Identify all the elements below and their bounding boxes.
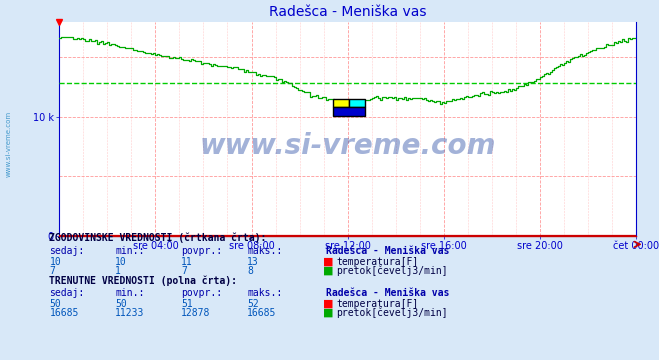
Text: temperatura[F]: temperatura[F] <box>336 257 418 267</box>
Text: 50: 50 <box>115 299 127 309</box>
Text: povpr.:: povpr.: <box>181 246 222 256</box>
Text: 16685: 16685 <box>49 308 79 318</box>
Text: 10: 10 <box>115 257 127 267</box>
Text: 11233: 11233 <box>115 308 145 318</box>
Text: sedaj:: sedaj: <box>49 288 84 298</box>
Text: Radešca - Meniška vas: Radešca - Meniška vas <box>326 246 449 256</box>
Title: Radešca - Meniška vas: Radešca - Meniška vas <box>269 5 426 19</box>
FancyBboxPatch shape <box>333 107 366 116</box>
Text: 7: 7 <box>181 266 187 276</box>
Text: www.si-vreme.com: www.si-vreme.com <box>200 132 496 160</box>
FancyBboxPatch shape <box>349 99 366 107</box>
Text: 10: 10 <box>49 257 61 267</box>
Text: ■: ■ <box>323 299 333 309</box>
Text: www.si-vreme.com: www.si-vreme.com <box>5 111 11 177</box>
Text: 11: 11 <box>181 257 193 267</box>
Text: 51: 51 <box>181 299 193 309</box>
Text: TRENUTNE VREDNOSTI (polna črta):: TRENUTNE VREDNOSTI (polna črta): <box>49 276 237 287</box>
Text: pretok[čevelj3/min]: pretok[čevelj3/min] <box>336 265 447 276</box>
Text: ■: ■ <box>323 266 333 276</box>
FancyBboxPatch shape <box>333 99 349 107</box>
Text: ZGODOVINSKE VREDNOSTI (črtkana črta):: ZGODOVINSKE VREDNOSTI (črtkana črta): <box>49 233 267 243</box>
Text: maks.:: maks.: <box>247 246 282 256</box>
Text: maks.:: maks.: <box>247 288 282 298</box>
Text: pretok[čevelj3/min]: pretok[čevelj3/min] <box>336 307 447 318</box>
Text: 12878: 12878 <box>181 308 211 318</box>
Text: sedaj:: sedaj: <box>49 246 84 256</box>
Text: Radešca - Meniška vas: Radešca - Meniška vas <box>326 288 449 298</box>
Text: 13: 13 <box>247 257 259 267</box>
Text: 52: 52 <box>247 299 259 309</box>
Text: 50: 50 <box>49 299 61 309</box>
Text: temperatura[F]: temperatura[F] <box>336 299 418 309</box>
Text: ■: ■ <box>323 257 333 267</box>
Text: 16685: 16685 <box>247 308 277 318</box>
Text: 8: 8 <box>247 266 253 276</box>
Text: 7: 7 <box>49 266 55 276</box>
Text: 1: 1 <box>115 266 121 276</box>
Text: povpr.:: povpr.: <box>181 288 222 298</box>
Text: min.:: min.: <box>115 288 145 298</box>
Text: min.:: min.: <box>115 246 145 256</box>
Text: ■: ■ <box>323 308 333 318</box>
